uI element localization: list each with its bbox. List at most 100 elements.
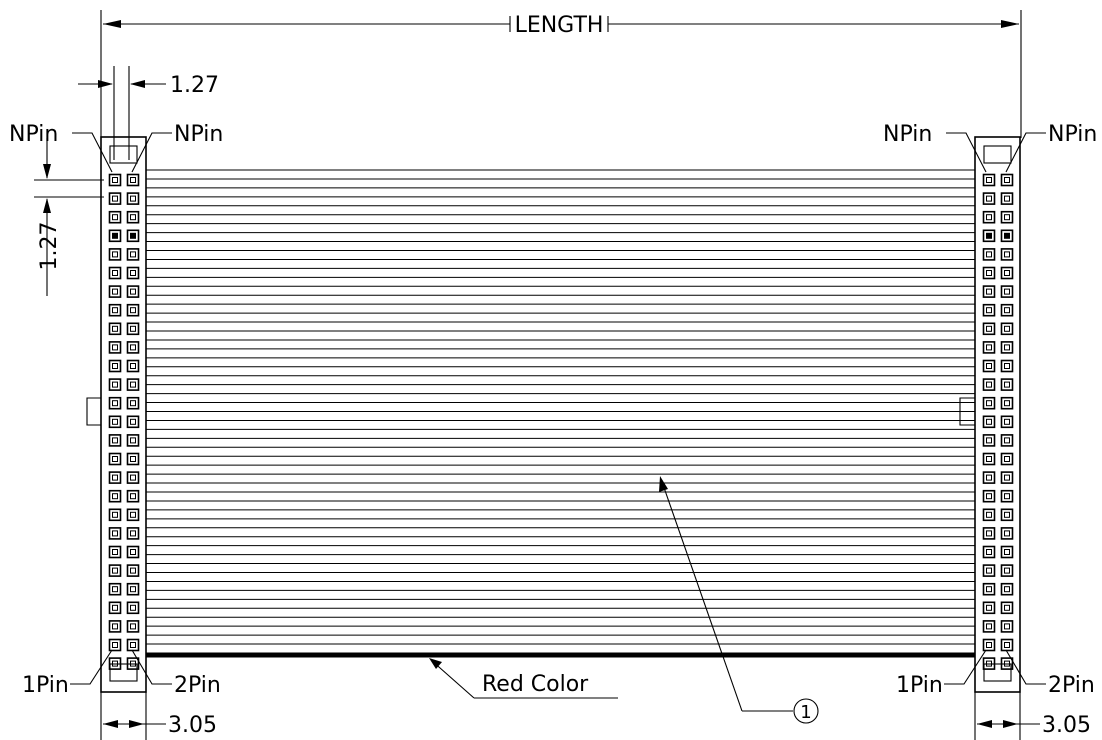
pin-contact-inner — [112, 363, 118, 369]
pin-contact-inner — [112, 530, 118, 537]
pin-contact — [1000, 192, 1014, 205]
pin-contact — [982, 452, 996, 466]
pin-contact — [982, 620, 996, 633]
pin-contact-inner — [986, 288, 992, 295]
pin-contact — [108, 415, 122, 429]
pin-contact — [108, 620, 122, 633]
pin-contact — [126, 434, 140, 447]
pin-contact — [126, 248, 140, 261]
length-label: LENGTH — [515, 13, 604, 38]
pin-contact — [126, 210, 140, 224]
pin-contact — [126, 582, 140, 596]
pin-contact — [982, 601, 996, 615]
pin-contact-inner — [112, 195, 118, 202]
pin-contact-inner — [1004, 660, 1010, 667]
pin-contact — [126, 341, 140, 354]
item-balloon-leader: 1 — [659, 476, 819, 724]
pin-contact — [126, 508, 140, 522]
pin-contact-inner — [986, 474, 992, 481]
pin1-pin2-right-leaders: 1Pin 2Pin — [896, 649, 1095, 698]
right-pin-array — [982, 173, 1014, 670]
pin-contact — [1000, 285, 1014, 298]
pin-contact-inner — [1004, 270, 1010, 276]
pin-contact-inner — [130, 530, 136, 537]
pin2-right-label: 2Pin — [1048, 673, 1095, 698]
pin-contact — [126, 657, 140, 670]
pin-contact-inner — [986, 437, 992, 444]
pin-contact-inner — [1004, 437, 1010, 444]
pin-contact-inner — [130, 567, 136, 574]
pin-contact-inner — [130, 177, 136, 183]
pin-contact-inner — [130, 288, 136, 295]
pin-contact — [126, 173, 140, 187]
npin-left-inner-label: NPin — [174, 122, 223, 147]
pin-contact-inner — [112, 567, 118, 574]
pin-contact-inner — [130, 586, 136, 593]
pin-contact-inner — [130, 400, 136, 407]
pin-contact-inner — [1004, 381, 1010, 388]
pin-contact-inner — [1004, 307, 1010, 314]
pin-contact — [126, 396, 140, 410]
pin-contact — [1000, 508, 1014, 522]
pin-contact-inner — [130, 474, 136, 481]
pin-contact — [1000, 229, 1014, 243]
pin-contact — [982, 657, 996, 670]
pin-contact-inner — [130, 251, 136, 258]
pin-contact-inner — [1004, 251, 1010, 258]
pin-contact-inner — [112, 400, 118, 407]
pin-contact — [108, 545, 122, 559]
pin-contact — [982, 527, 996, 540]
pin-contact-inner — [112, 381, 118, 388]
pin-contact-inner — [986, 642, 992, 648]
pin-contact-inner — [130, 195, 136, 202]
npin-right-leaders: NPin NPin — [883, 122, 1097, 173]
pin-contact-inner — [986, 214, 992, 221]
width-dimension-left: 3.05 — [100, 692, 217, 740]
pin-contact — [108, 396, 122, 410]
width-left-label: 3.05 — [168, 713, 217, 738]
pin-contact-inner — [1004, 363, 1010, 369]
ribbon-cable — [146, 169, 975, 645]
pin-contact — [108, 471, 122, 484]
pin-contact — [1000, 434, 1014, 447]
pin-contact-inner — [986, 195, 992, 202]
pin-contact-inner — [1004, 177, 1010, 183]
pin-contact-inner — [1004, 642, 1010, 648]
pin-contact — [108, 452, 122, 466]
pin-contact-inner — [986, 363, 992, 369]
pitch-horizontal-dimension: 1.27 — [78, 66, 219, 160]
pin-contact-inner — [1004, 195, 1010, 202]
pin-contact-inner — [1004, 604, 1010, 611]
pin-contact — [982, 378, 996, 391]
pin1-left-label: 1Pin — [22, 673, 69, 698]
pin-contact — [126, 285, 140, 298]
pin-contact — [126, 601, 140, 615]
pin-contact-inner — [1004, 474, 1010, 481]
pin-contact-inner — [130, 363, 136, 369]
pin-contact — [1000, 415, 1014, 429]
pin-contact — [108, 248, 122, 261]
pin-contact-inner — [1004, 456, 1010, 462]
pin-contact-inner — [130, 623, 136, 630]
pin-contact — [982, 359, 996, 373]
pin-contact-inner — [1004, 511, 1010, 518]
left-pin-array — [108, 173, 140, 670]
pin-contact — [108, 508, 122, 522]
pin-contact — [126, 266, 140, 280]
pin-contact-inner — [112, 493, 118, 500]
pin-contact-inner — [986, 270, 992, 276]
pin-contact — [126, 527, 140, 540]
pin-contact-inner — [112, 344, 118, 351]
pin-contact — [1000, 303, 1014, 317]
pin-contact — [982, 322, 996, 336]
pin-contact-inner — [112, 549, 118, 555]
pin-contact — [1000, 378, 1014, 391]
pin-contact-inner — [130, 456, 136, 462]
pin-contact — [982, 434, 996, 447]
npin-right-outer-label: NPin — [883, 122, 932, 147]
pin-contact-inner — [112, 474, 118, 481]
pin-contact-inner — [130, 604, 136, 611]
pin-contact — [126, 229, 140, 243]
pin-contact — [126, 192, 140, 205]
pin-contact-inner — [1004, 232, 1010, 239]
